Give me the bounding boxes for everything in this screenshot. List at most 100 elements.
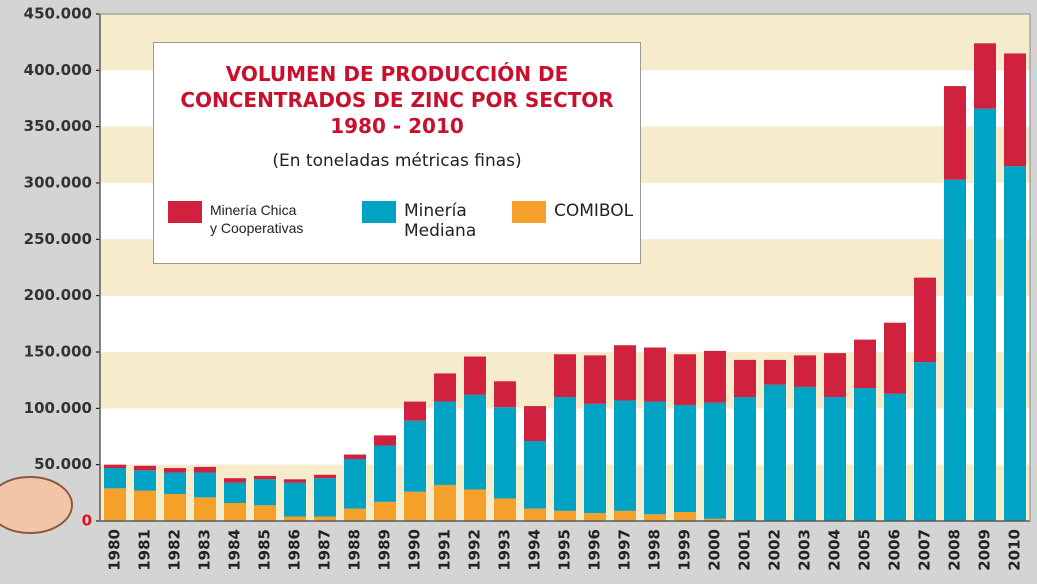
bar-segment	[524, 441, 546, 509]
x-tick-label: 2005	[856, 529, 874, 571]
y-tick-label: 250.000	[24, 230, 92, 248]
bar-segment	[104, 464, 126, 469]
bar-segment	[824, 397, 846, 521]
bar-segment	[554, 510, 576, 521]
bar-segment	[494, 407, 516, 499]
bar-segment	[614, 345, 636, 401]
bar-segment	[524, 508, 546, 521]
bar-segment	[614, 400, 636, 511]
legend-item: Minería Mediana	[362, 201, 476, 241]
bar-segment	[464, 394, 486, 490]
x-tick-label: 2003	[796, 529, 814, 571]
legend-swatch	[512, 201, 546, 223]
bar-segment	[404, 491, 426, 521]
x-tick-label: 1987	[316, 529, 334, 571]
bar-segment	[464, 356, 486, 395]
bar-segment	[674, 511, 696, 521]
bar-segment	[344, 508, 366, 521]
bar-segment	[734, 359, 756, 398]
bar-segment	[974, 43, 996, 109]
bar-segment	[284, 479, 306, 483]
x-tick-label: 2001	[736, 529, 754, 571]
bar-segment	[134, 490, 156, 521]
bar-segment	[314, 516, 336, 521]
x-tick-label: 1993	[496, 529, 514, 571]
bar-segment	[254, 479, 276, 506]
bar-segment	[554, 397, 576, 511]
bar-segment	[794, 386, 816, 521]
bar-segment	[584, 513, 606, 521]
x-tick-label: 1985	[256, 529, 274, 571]
y-tick-label: 0	[82, 512, 92, 530]
x-tick-label: 1995	[556, 529, 574, 571]
bar-segment	[704, 518, 726, 521]
y-tick-label: 100.000	[24, 399, 92, 417]
y-tick-label: 50.000	[34, 455, 92, 473]
x-tick-label: 2006	[886, 529, 904, 571]
x-tick-label: 2000	[706, 529, 724, 571]
bar-segment	[344, 459, 366, 509]
y-tick-label: 150.000	[24, 343, 92, 361]
legend-swatch	[168, 201, 202, 223]
bar-segment	[584, 403, 606, 514]
bar-segment	[224, 502, 246, 521]
bar-segment	[644, 514, 666, 521]
bar-segment	[434, 401, 456, 485]
bar-segment	[944, 179, 966, 521]
chart-title: VOLUMEN DE PRODUCCIÓN DE CONCENTRADOS DE…	[180, 62, 614, 138]
x-tick-label: 1984	[226, 529, 244, 571]
y-tick-label: 350.000	[24, 117, 92, 135]
bar-segment	[764, 359, 786, 385]
x-tick-label: 1980	[106, 529, 124, 571]
legend-label: COMIBOL	[554, 201, 634, 221]
bar-segment	[1004, 53, 1026, 167]
bar-segment	[284, 482, 306, 517]
bar-segment	[524, 406, 546, 442]
bar-segment	[194, 472, 216, 498]
x-tick-label: 1996	[586, 529, 604, 571]
bar-segment	[794, 355, 816, 387]
bar-segment	[134, 465, 156, 471]
bar-segment	[884, 393, 906, 521]
bar-segment	[824, 353, 846, 398]
bar-segment	[224, 482, 246, 503]
x-tick-label: 1983	[196, 529, 214, 571]
bar-segment	[254, 475, 276, 480]
bar-segment	[224, 478, 246, 483]
plot-border	[99, 13, 1031, 522]
bar-segment	[314, 474, 336, 479]
bar-segment	[464, 489, 486, 521]
chart-subtitle: (En toneladas métricas finas)	[272, 151, 522, 171]
bar-segment	[254, 505, 276, 521]
bar-segment	[194, 497, 216, 521]
legend-label: Minería Chica y Cooperativas	[210, 202, 304, 236]
x-tick-label: 2008	[946, 529, 964, 571]
x-tick-label: 2010	[1006, 529, 1024, 571]
x-tick-label: 2009	[976, 529, 994, 571]
bar-segment	[854, 388, 876, 521]
x-tick-label: 1991	[436, 529, 454, 571]
bar-segment	[314, 478, 336, 517]
bar-segment	[854, 339, 876, 389]
x-tick-label: 1990	[406, 529, 424, 571]
legend: VOLUMEN DE PRODUCCIÓN DE CONCENTRADOS DE…	[153, 42, 641, 264]
bar-segment	[974, 108, 996, 521]
bar-segment	[434, 373, 456, 402]
bar-segment	[1004, 166, 1026, 521]
bar-segment	[914, 277, 936, 363]
x-tick-label: 1982	[166, 529, 184, 571]
y-tick-label: 400.000	[24, 61, 92, 79]
bar-segment	[404, 420, 426, 492]
bar-segment	[554, 354, 576, 398]
y-tick-label: 450.000	[24, 5, 92, 23]
bar-segment	[164, 472, 186, 494]
bar-segment	[134, 470, 156, 491]
x-tick-label: 1999	[676, 529, 694, 571]
bar-segment	[104, 468, 126, 489]
bar-segment	[344, 454, 366, 460]
bar-segment	[164, 493, 186, 521]
x-tick-label: 1981	[136, 529, 154, 571]
bar-segment	[164, 468, 186, 473]
bar-segment	[194, 466, 216, 473]
